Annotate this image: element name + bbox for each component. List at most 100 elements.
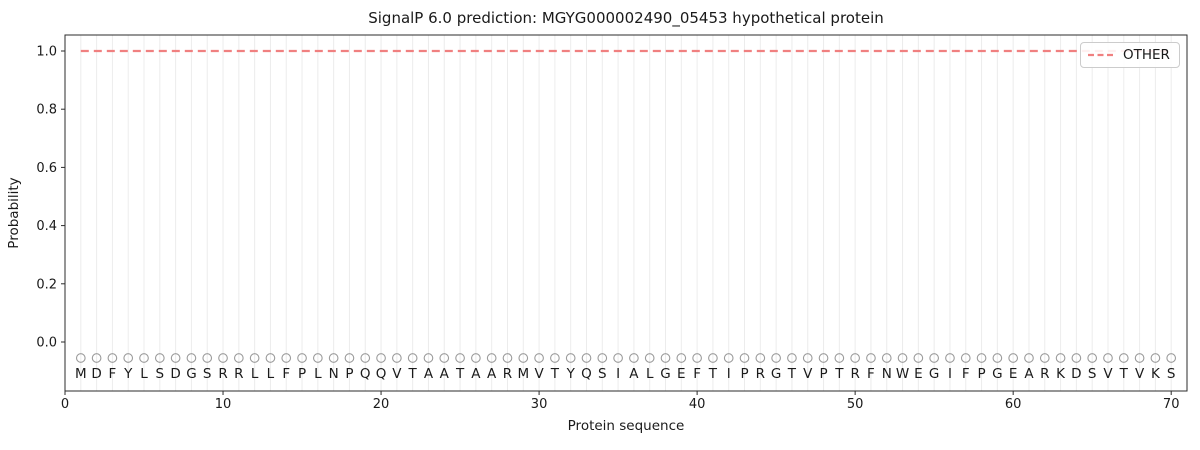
residue-letter: L [251, 366, 259, 382]
residue-marker [502, 353, 513, 363]
residue-marker [265, 353, 276, 363]
residue-marker [186, 353, 197, 363]
residue-letter: I [616, 366, 620, 382]
residue-marker [1103, 353, 1113, 363]
residue-letter: F [962, 366, 970, 382]
residue-marker [328, 353, 339, 363]
residue-marker [881, 353, 892, 363]
residue-marker [613, 353, 623, 363]
residue-marker [360, 353, 371, 363]
residue-marker [91, 353, 102, 363]
residue-letter: V [534, 366, 544, 382]
residue-letter: D [170, 366, 180, 382]
residue-marker [344, 353, 355, 363]
residue-marker [644, 353, 655, 363]
residue-marker [297, 353, 307, 363]
residue-letter: A [487, 366, 497, 382]
residue-marker [850, 353, 860, 363]
x-tick-label: 50 [847, 397, 864, 412]
residue-marker [392, 353, 402, 363]
residue-letter: T [708, 366, 718, 382]
residue-letter: Q [376, 366, 387, 382]
x-tick-label: 70 [1163, 397, 1180, 412]
residue-letter: S [156, 366, 165, 382]
residue-marker [1134, 353, 1145, 363]
residue-letter: P [819, 366, 827, 382]
residue-marker [708, 353, 718, 363]
chart-title: SignalP 6.0 prediction: MGYG000002490_05… [368, 9, 884, 27]
residue-marker [1150, 353, 1161, 363]
residue-marker [550, 353, 560, 363]
x-axis-label: Protein sequence [567, 418, 685, 434]
residue-marker [281, 353, 292, 363]
residue-letter: L [646, 366, 654, 382]
residue-marker [1166, 353, 1177, 363]
residue-letter: G [929, 366, 939, 382]
residue-marker [755, 353, 766, 363]
residue-letter: Y [123, 366, 133, 382]
residue-marker [423, 353, 434, 363]
x-tick-label: 30 [531, 397, 548, 412]
residue-marker [75, 353, 86, 363]
residue-letter: V [1103, 366, 1113, 382]
x-tick-label: 0 [61, 397, 69, 412]
residue-letter: Q [581, 366, 592, 382]
residue-marker [1008, 353, 1019, 363]
y-tick-label: 0.4 [36, 219, 57, 234]
residue-marker [565, 353, 576, 363]
residue-marker [455, 353, 465, 363]
residue-letter: E [1009, 366, 1018, 382]
residue-letter: R [218, 366, 227, 382]
residue-letter: T [787, 366, 797, 382]
residue-letter: S [1167, 366, 1176, 382]
residue-marker [771, 353, 781, 363]
residue-letter: A [424, 366, 434, 382]
residue-marker [802, 353, 813, 363]
legend-other-line-sample [1088, 53, 1116, 57]
residue-marker [960, 353, 971, 363]
residue-marker [976, 353, 987, 363]
residue-letter: A [629, 366, 639, 382]
residue-marker [1055, 353, 1066, 363]
residue-letter: F [693, 366, 701, 382]
residue-letter: M [75, 366, 87, 382]
residue-letter: T [834, 366, 844, 382]
residue-letter: I [948, 366, 952, 382]
residue-marker [692, 353, 702, 363]
residue-letter: D [91, 366, 101, 382]
residue-letter: M [517, 366, 529, 382]
residue-letter: S [598, 366, 607, 382]
residue-marker [739, 353, 750, 363]
residue-marker [1039, 353, 1050, 363]
residue-letter: F [109, 366, 117, 382]
residue-marker [597, 353, 608, 363]
x-tick-label: 60 [1005, 397, 1022, 412]
residue-marker [1071, 353, 1082, 363]
residue-marker [407, 353, 418, 363]
residue-letter: G [660, 366, 670, 382]
residue-letter: K [1151, 366, 1161, 382]
legend: OTHER [1080, 42, 1180, 68]
plot-border [64, 34, 1188, 392]
residue-letter: E [914, 366, 923, 382]
residue-letter: G [992, 366, 1002, 382]
y-tick-label: 0.6 [36, 161, 57, 176]
residue-marker [249, 353, 260, 363]
residue-letter: R [850, 366, 859, 382]
y-tick-label: 1.0 [36, 45, 57, 60]
residue-marker [929, 353, 940, 363]
residue-letter: T [408, 366, 418, 382]
residue-letter: N [882, 366, 892, 382]
residue-letter: T [550, 366, 560, 382]
residue-letter: A [440, 366, 450, 382]
residue-letter: V [1135, 366, 1145, 382]
residue-marker [676, 353, 687, 363]
residue-marker [660, 353, 671, 363]
residue-letter: F [282, 366, 290, 382]
residue-marker [471, 353, 481, 363]
residue-letter: T [1119, 366, 1129, 382]
residue-letter: P [298, 366, 306, 382]
residue-marker [439, 353, 450, 363]
residue-letter: L [314, 366, 322, 382]
